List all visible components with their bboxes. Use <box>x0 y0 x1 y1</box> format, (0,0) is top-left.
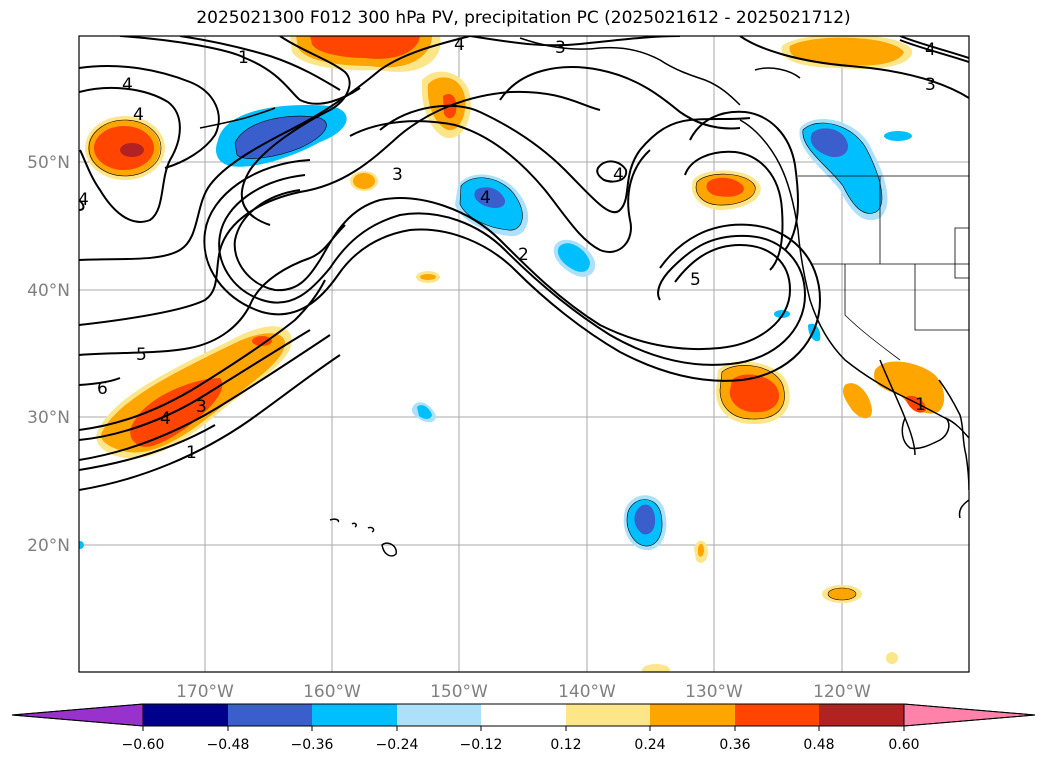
colorbar-segment <box>566 704 650 726</box>
colorbar-segment <box>11 703 144 727</box>
state-borders <box>798 175 969 361</box>
colorbar-tick-label: −0.60 <box>122 737 165 753</box>
contour-label: 5 <box>690 270 701 290</box>
lon-label: 140°W <box>558 682 616 702</box>
contour-label: 4 <box>160 409 171 429</box>
colorbar-tick-label: −0.48 <box>207 737 250 753</box>
contour-label: 4 <box>133 105 144 125</box>
colorbar-segment <box>312 704 397 726</box>
contour-label: 3 <box>196 397 207 417</box>
colorbar-segment <box>735 704 819 726</box>
latitude-labels: 50°N 40°N 30°N 20°N <box>27 153 70 556</box>
contour-labels: 1 4 4 4 3 3 4 3 4 2 5 5 6 4 3 1 4 1 4 <box>78 35 936 463</box>
contour-label: 3 <box>555 38 566 58</box>
colorbar-tick-label: 0.60 <box>888 737 919 753</box>
colorbar: −0.60 −0.48 −0.36 −0.24 −0.12 0.12 0.24 … <box>11 703 1036 753</box>
colorbar-tick-label: 0.12 <box>550 737 581 753</box>
pv-contours <box>79 36 969 491</box>
contour-label: 4 <box>925 40 936 60</box>
colorbar-tick-label: −0.24 <box>376 737 419 753</box>
contour-label: 1 <box>915 395 926 415</box>
map-frame <box>78 35 970 673</box>
lat-label: 20°N <box>27 536 70 556</box>
map-title: 2025021300 F012 300 hPa PV, precipitatio… <box>196 8 851 28</box>
contour-label: 5 <box>136 345 147 365</box>
contour-label: 2 <box>518 245 529 265</box>
colorbar-tick-label: −0.12 <box>460 737 503 753</box>
contour-label: 6 <box>97 379 108 399</box>
lon-label: 150°W <box>430 682 488 702</box>
coastlines <box>199 37 969 557</box>
contour-label: 1 <box>186 443 197 463</box>
colorbar-tick-label: −0.36 <box>291 737 334 753</box>
colorbar-segment <box>903 703 1036 727</box>
contour-label: 4 <box>613 165 624 185</box>
colorbar-tick-label: 0.48 <box>803 737 834 753</box>
longitude-labels: 170°W 160°W 150°W 140°W 130°W 120°W <box>176 682 871 702</box>
contour-label: 3 <box>392 165 403 185</box>
colorbar-segment <box>228 704 312 726</box>
contour-label: 4 <box>480 188 491 208</box>
colorbar-segment <box>819 704 904 726</box>
contour-label: 3 <box>925 75 936 95</box>
colorbar-tick-label: 0.36 <box>719 737 750 753</box>
colorbar-segment <box>397 704 481 726</box>
colorbar-segment <box>143 704 228 726</box>
lon-label: 160°W <box>303 682 361 702</box>
colorbar-tick-label: 0.24 <box>634 737 665 753</box>
contour-label: 4 <box>454 35 465 55</box>
lat-label: 50°N <box>27 153 70 173</box>
colorbar-segment <box>650 704 735 726</box>
contour-label: 4 <box>122 75 133 95</box>
lon-label: 120°W <box>813 682 871 702</box>
lat-label: 30°N <box>27 408 70 428</box>
contour-label: 4 <box>78 190 89 210</box>
lon-label: 130°W <box>685 682 743 702</box>
contour-label: 1 <box>238 48 249 68</box>
colorbar-segment <box>481 704 566 726</box>
lat-label: 40°N <box>27 281 70 301</box>
lon-label: 170°W <box>176 682 234 702</box>
